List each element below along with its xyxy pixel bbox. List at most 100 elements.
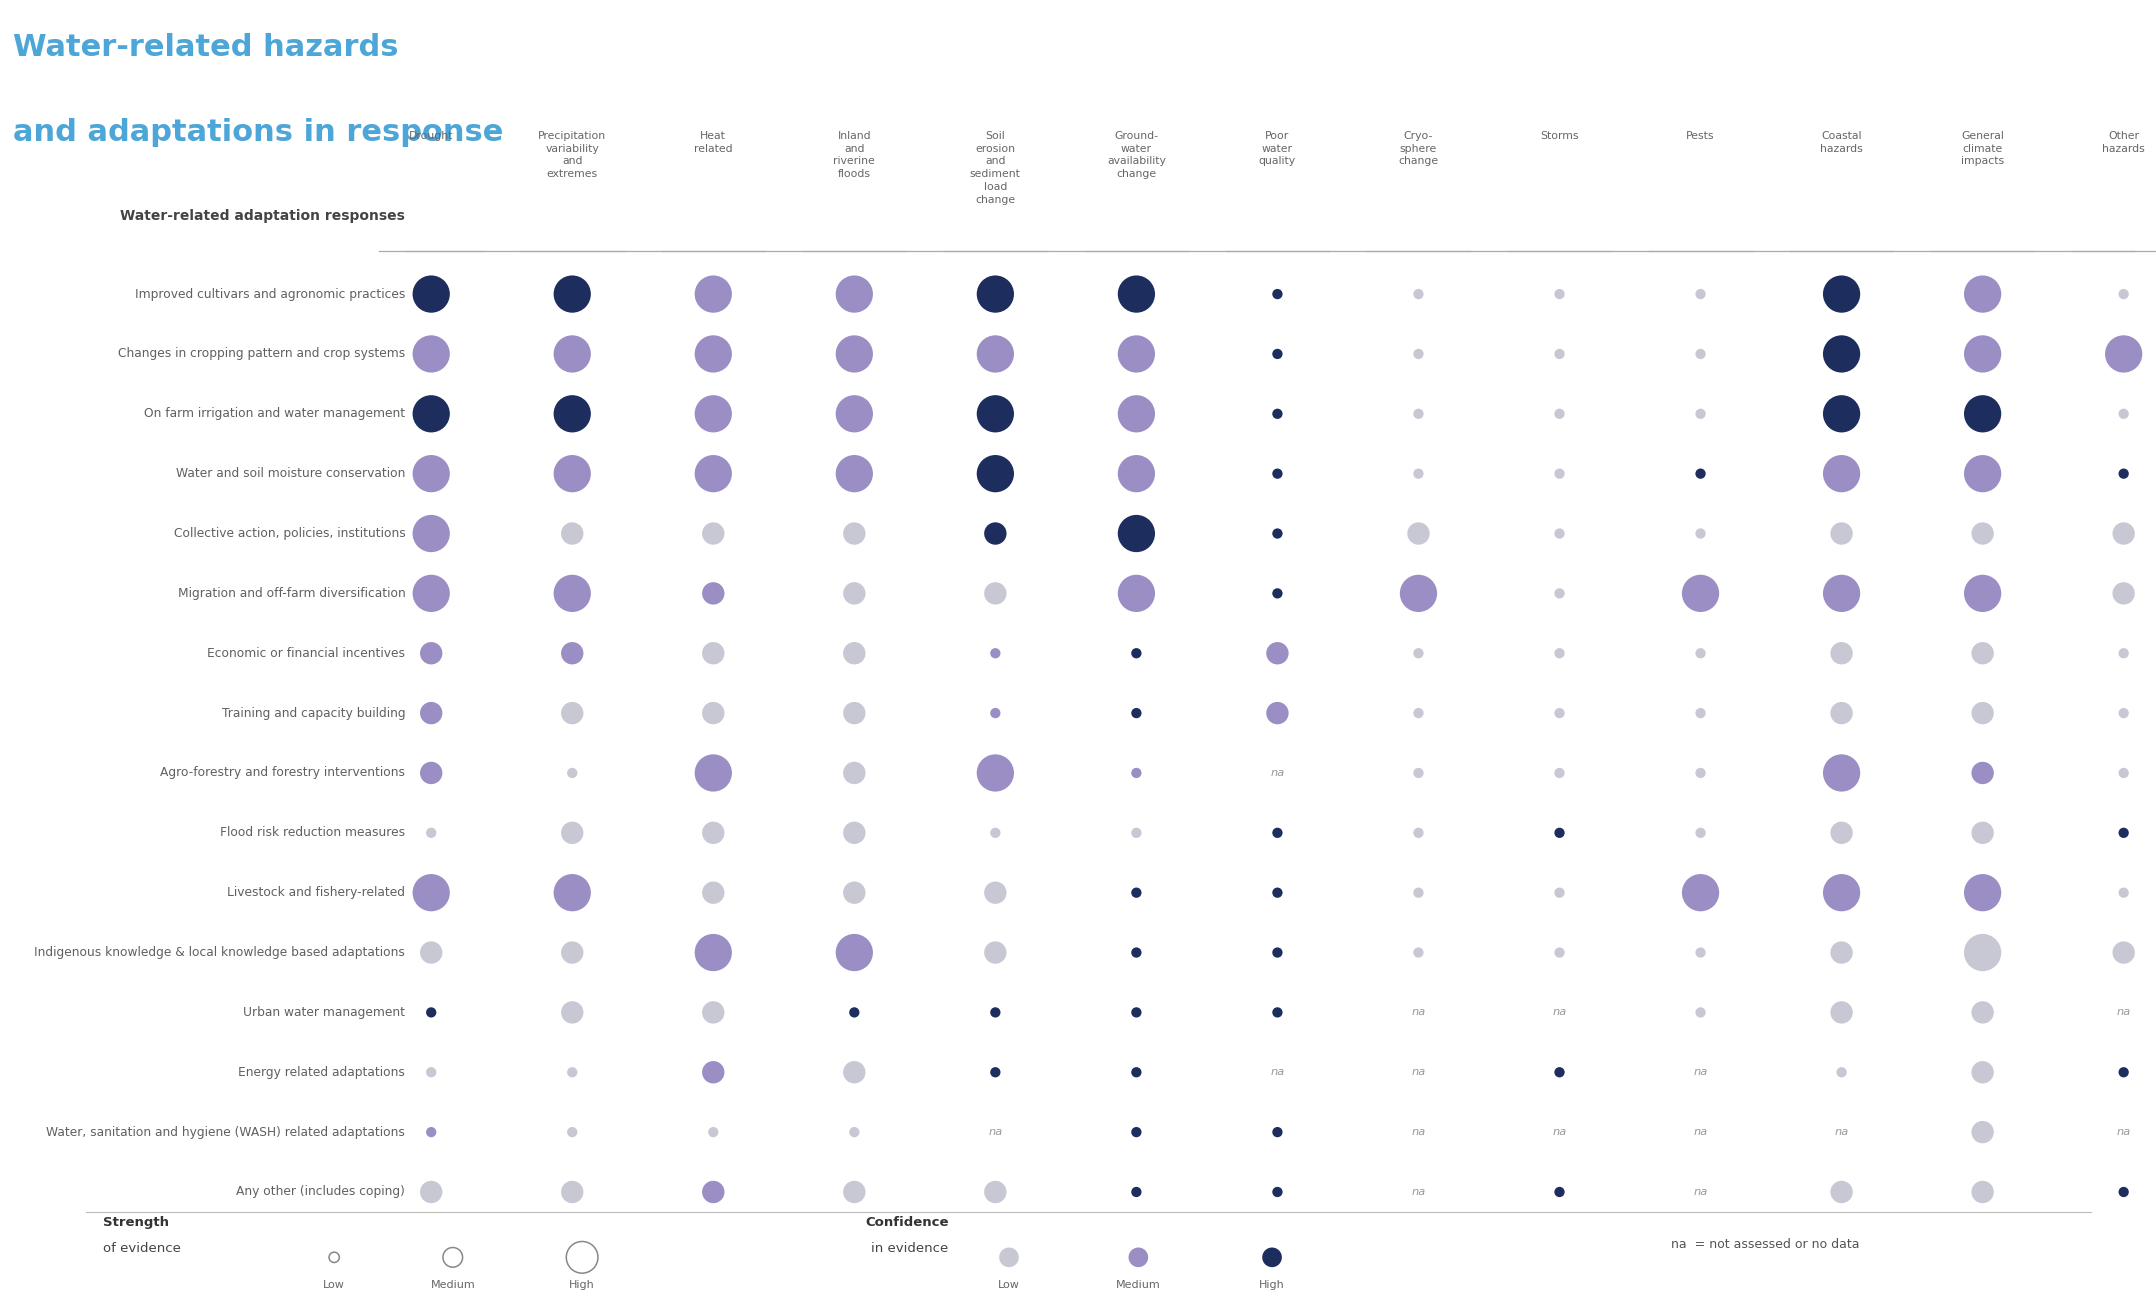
- Point: [1966, 344, 2001, 365]
- Point: [1684, 523, 1718, 544]
- Point: [1966, 583, 2001, 604]
- Point: [1824, 404, 1858, 425]
- Text: Livestock and fishery-related: Livestock and fishery-related: [226, 886, 405, 899]
- Point: [1255, 1247, 1289, 1268]
- Point: [1684, 762, 1718, 783]
- Point: [1542, 463, 1576, 484]
- Text: High: High: [1259, 1280, 1285, 1290]
- Point: [1684, 882, 1718, 903]
- Point: [414, 583, 448, 604]
- Point: [837, 703, 871, 724]
- Point: [837, 762, 871, 783]
- Text: na: na: [1692, 1127, 1708, 1137]
- Point: [979, 284, 1013, 305]
- Point: [1119, 1002, 1153, 1023]
- Point: [1824, 1002, 1858, 1023]
- Point: [696, 1182, 731, 1202]
- Point: [1824, 1061, 1858, 1082]
- Point: [837, 1061, 871, 1082]
- Text: Low: Low: [323, 1280, 345, 1290]
- Point: [414, 344, 448, 365]
- Text: Heat
related: Heat related: [694, 131, 733, 153]
- Point: [1119, 284, 1153, 305]
- Text: na: na: [1412, 1127, 1425, 1137]
- Point: [1542, 882, 1576, 903]
- Text: Confidence: Confidence: [865, 1216, 949, 1229]
- Point: [1966, 882, 2001, 903]
- Point: [1824, 822, 1858, 843]
- Text: na: na: [1412, 1068, 1425, 1077]
- Text: Precipitation
variability
and
extremes: Precipitation variability and extremes: [539, 131, 606, 179]
- Point: [2106, 643, 2141, 664]
- Point: [1119, 822, 1153, 843]
- Point: [837, 284, 871, 305]
- Point: [1259, 404, 1294, 425]
- Text: na: na: [987, 1127, 1003, 1137]
- Point: [414, 882, 448, 903]
- Point: [1259, 822, 1294, 843]
- Point: [1259, 1182, 1294, 1202]
- Text: Any other (includes coping): Any other (includes coping): [237, 1185, 405, 1199]
- Text: Improved cultivars and agronomic practices: Improved cultivars and agronomic practic…: [136, 288, 405, 301]
- Text: High: High: [569, 1280, 595, 1290]
- Point: [1684, 942, 1718, 963]
- Point: [1119, 762, 1153, 783]
- Point: [414, 1182, 448, 1202]
- Point: [1824, 583, 1858, 604]
- Point: [696, 942, 731, 963]
- Point: [1684, 703, 1718, 724]
- Text: Other
hazards: Other hazards: [2102, 131, 2145, 153]
- Point: [2106, 404, 2141, 425]
- Point: [1542, 284, 1576, 305]
- Point: [837, 1182, 871, 1202]
- Point: [979, 344, 1013, 365]
- Point: [1966, 523, 2001, 544]
- Point: [696, 583, 731, 604]
- Point: [554, 1061, 589, 1082]
- Point: [696, 463, 731, 484]
- Text: Indigenous knowledge & local knowledge based adaptations: Indigenous knowledge & local knowledge b…: [34, 946, 405, 959]
- Text: Poor
water
quality: Poor water quality: [1259, 131, 1296, 166]
- Text: General
climate
impacts: General climate impacts: [1962, 131, 2005, 166]
- Point: [696, 643, 731, 664]
- Point: [1684, 344, 1718, 365]
- Point: [1259, 463, 1294, 484]
- Text: Cryo-
sphere
change: Cryo- sphere change: [1399, 131, 1438, 166]
- Point: [1259, 583, 1294, 604]
- Text: na: na: [2117, 1008, 2130, 1017]
- Point: [2106, 1061, 2141, 1082]
- Point: [1542, 523, 1576, 544]
- Point: [1259, 1121, 1294, 1142]
- Point: [696, 822, 731, 843]
- Text: Changes in cropping pattern and crop systems: Changes in cropping pattern and crop sys…: [119, 348, 405, 361]
- Point: [2106, 344, 2141, 365]
- Point: [1401, 523, 1436, 544]
- Text: na  = not assessed or no data: na = not assessed or no data: [1671, 1238, 1858, 1251]
- Point: [1824, 344, 1858, 365]
- Point: [1966, 822, 2001, 843]
- Point: [1542, 344, 1576, 365]
- Point: [1684, 404, 1718, 425]
- Point: [837, 463, 871, 484]
- Point: [979, 942, 1013, 963]
- Text: Soil
erosion
and
sediment
load
change: Soil erosion and sediment load change: [970, 131, 1020, 205]
- Point: [979, 643, 1013, 664]
- Point: [837, 822, 871, 843]
- Point: [979, 1061, 1013, 1082]
- Point: [696, 344, 731, 365]
- Point: [1401, 463, 1436, 484]
- Point: [696, 284, 731, 305]
- Point: [696, 1121, 731, 1142]
- Point: [1119, 643, 1153, 664]
- Point: [1966, 1061, 2001, 1082]
- Point: [696, 882, 731, 903]
- Point: [414, 643, 448, 664]
- Point: [1684, 583, 1718, 604]
- Point: [1824, 284, 1858, 305]
- Point: [979, 882, 1013, 903]
- Point: [554, 463, 589, 484]
- Text: Coastal
hazards: Coastal hazards: [1820, 131, 1863, 153]
- Text: Drought: Drought: [410, 131, 453, 141]
- Point: [979, 822, 1013, 843]
- Point: [1259, 284, 1294, 305]
